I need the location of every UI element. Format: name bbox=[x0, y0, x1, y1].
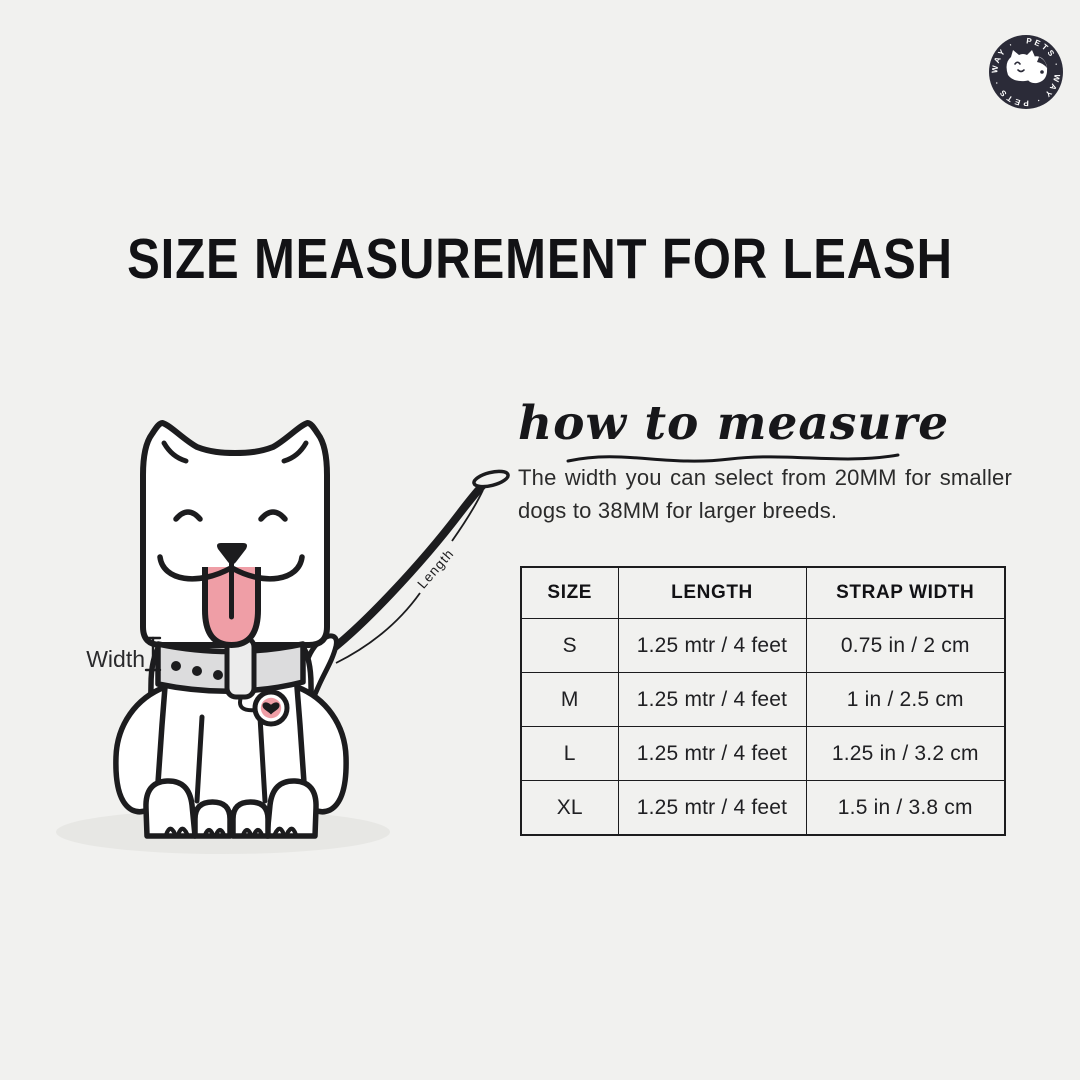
size-table-header-cell: SIZE bbox=[520, 566, 619, 619]
table-cell: 1 in / 2.5 cm bbox=[805, 672, 1006, 727]
table-row: L 1.25 mtr / 4 feet 1.25 in / 3.2 cm bbox=[520, 726, 1006, 781]
closed-happy-eyes bbox=[173, 509, 288, 522]
table-cell: M bbox=[520, 672, 619, 727]
dog-head bbox=[140, 420, 330, 648]
front-leg-line-right bbox=[257, 714, 268, 804]
size-table: SIZE LENGTH STRAP WIDTH S 1.25 mtr / 4 feet… bbox=[520, 566, 1006, 836]
brand-logo: PETS · WAY · PETS · WAY · bbox=[989, 35, 1063, 109]
size-table-container: SIZE LENGTH STRAP WIDTH S 1.25 mtr / 4 feet… bbox=[520, 566, 1006, 836]
table-cell: 1.25 mtr / 4 feet bbox=[617, 726, 807, 781]
front-paw-right bbox=[230, 799, 271, 839]
table-cell: S bbox=[520, 618, 619, 673]
length-guide-line-upper bbox=[451, 489, 484, 542]
how-to-measure-heading: how to measure bbox=[518, 396, 950, 451]
size-table-body: S 1.25 mtr / 4 feet 0.75 in / 2 cm M 1.25 mt… bbox=[520, 618, 1006, 836]
hind-paw-right bbox=[264, 778, 319, 839]
table-cell: XL bbox=[520, 780, 619, 836]
table-cell: 1.25 in / 3.2 cm bbox=[805, 726, 1006, 781]
length-guide-line-lower bbox=[335, 592, 421, 664]
dog-illustration: Length bbox=[56, 420, 510, 854]
leash-handle-loop bbox=[472, 469, 510, 489]
heart-icon bbox=[262, 702, 280, 715]
page-title: SIZE MEASUREMENT FOR LEASH bbox=[127, 227, 953, 291]
collar-holes bbox=[171, 661, 223, 680]
smile-mouth bbox=[157, 554, 305, 582]
table-cell: 1.25 mtr / 4 feet bbox=[617, 780, 807, 836]
hind-paw-left bbox=[143, 778, 198, 839]
leash-line bbox=[318, 480, 488, 661]
front-paw-left bbox=[192, 799, 233, 839]
size-table-header-row: SIZE LENGTH STRAP WIDTH bbox=[520, 566, 1006, 619]
size-table-header-cell: LENGTH bbox=[617, 566, 807, 619]
table-row: M 1.25 mtr / 4 feet 1 in / 2.5 cm bbox=[520, 672, 1006, 727]
table-row: XL 1.25 mtr / 4 feet 1.5 in / 3.8 cm bbox=[520, 780, 1006, 836]
paw-toes bbox=[163, 826, 299, 838]
ear-inner-marks bbox=[161, 440, 309, 464]
table-cell: 0.75 in / 2 cm bbox=[805, 618, 1006, 673]
length-label: Length bbox=[414, 546, 456, 592]
table-cell: 1.25 mtr / 4 feet bbox=[617, 618, 807, 673]
table-cell: 1.5 in / 3.8 cm bbox=[805, 780, 1006, 836]
size-table-header-cell: STRAP WIDTH bbox=[805, 566, 1006, 619]
front-leg-line-left bbox=[194, 714, 205, 804]
width-label: Width bbox=[86, 646, 145, 672]
heading-underline-swash bbox=[566, 453, 900, 463]
table-row: S 1.25 mtr / 4 feet 0.75 in / 2 cm bbox=[520, 618, 1006, 673]
dog-nose bbox=[217, 543, 247, 565]
logo-cat-dog-icon bbox=[1006, 50, 1048, 84]
measure-description: The width you can select from 20MM for s… bbox=[518, 465, 1012, 523]
width-measure-bracket bbox=[144, 636, 162, 672]
table-cell: 1.25 mtr / 4 feet bbox=[617, 672, 807, 727]
table-cell: L bbox=[520, 726, 619, 781]
